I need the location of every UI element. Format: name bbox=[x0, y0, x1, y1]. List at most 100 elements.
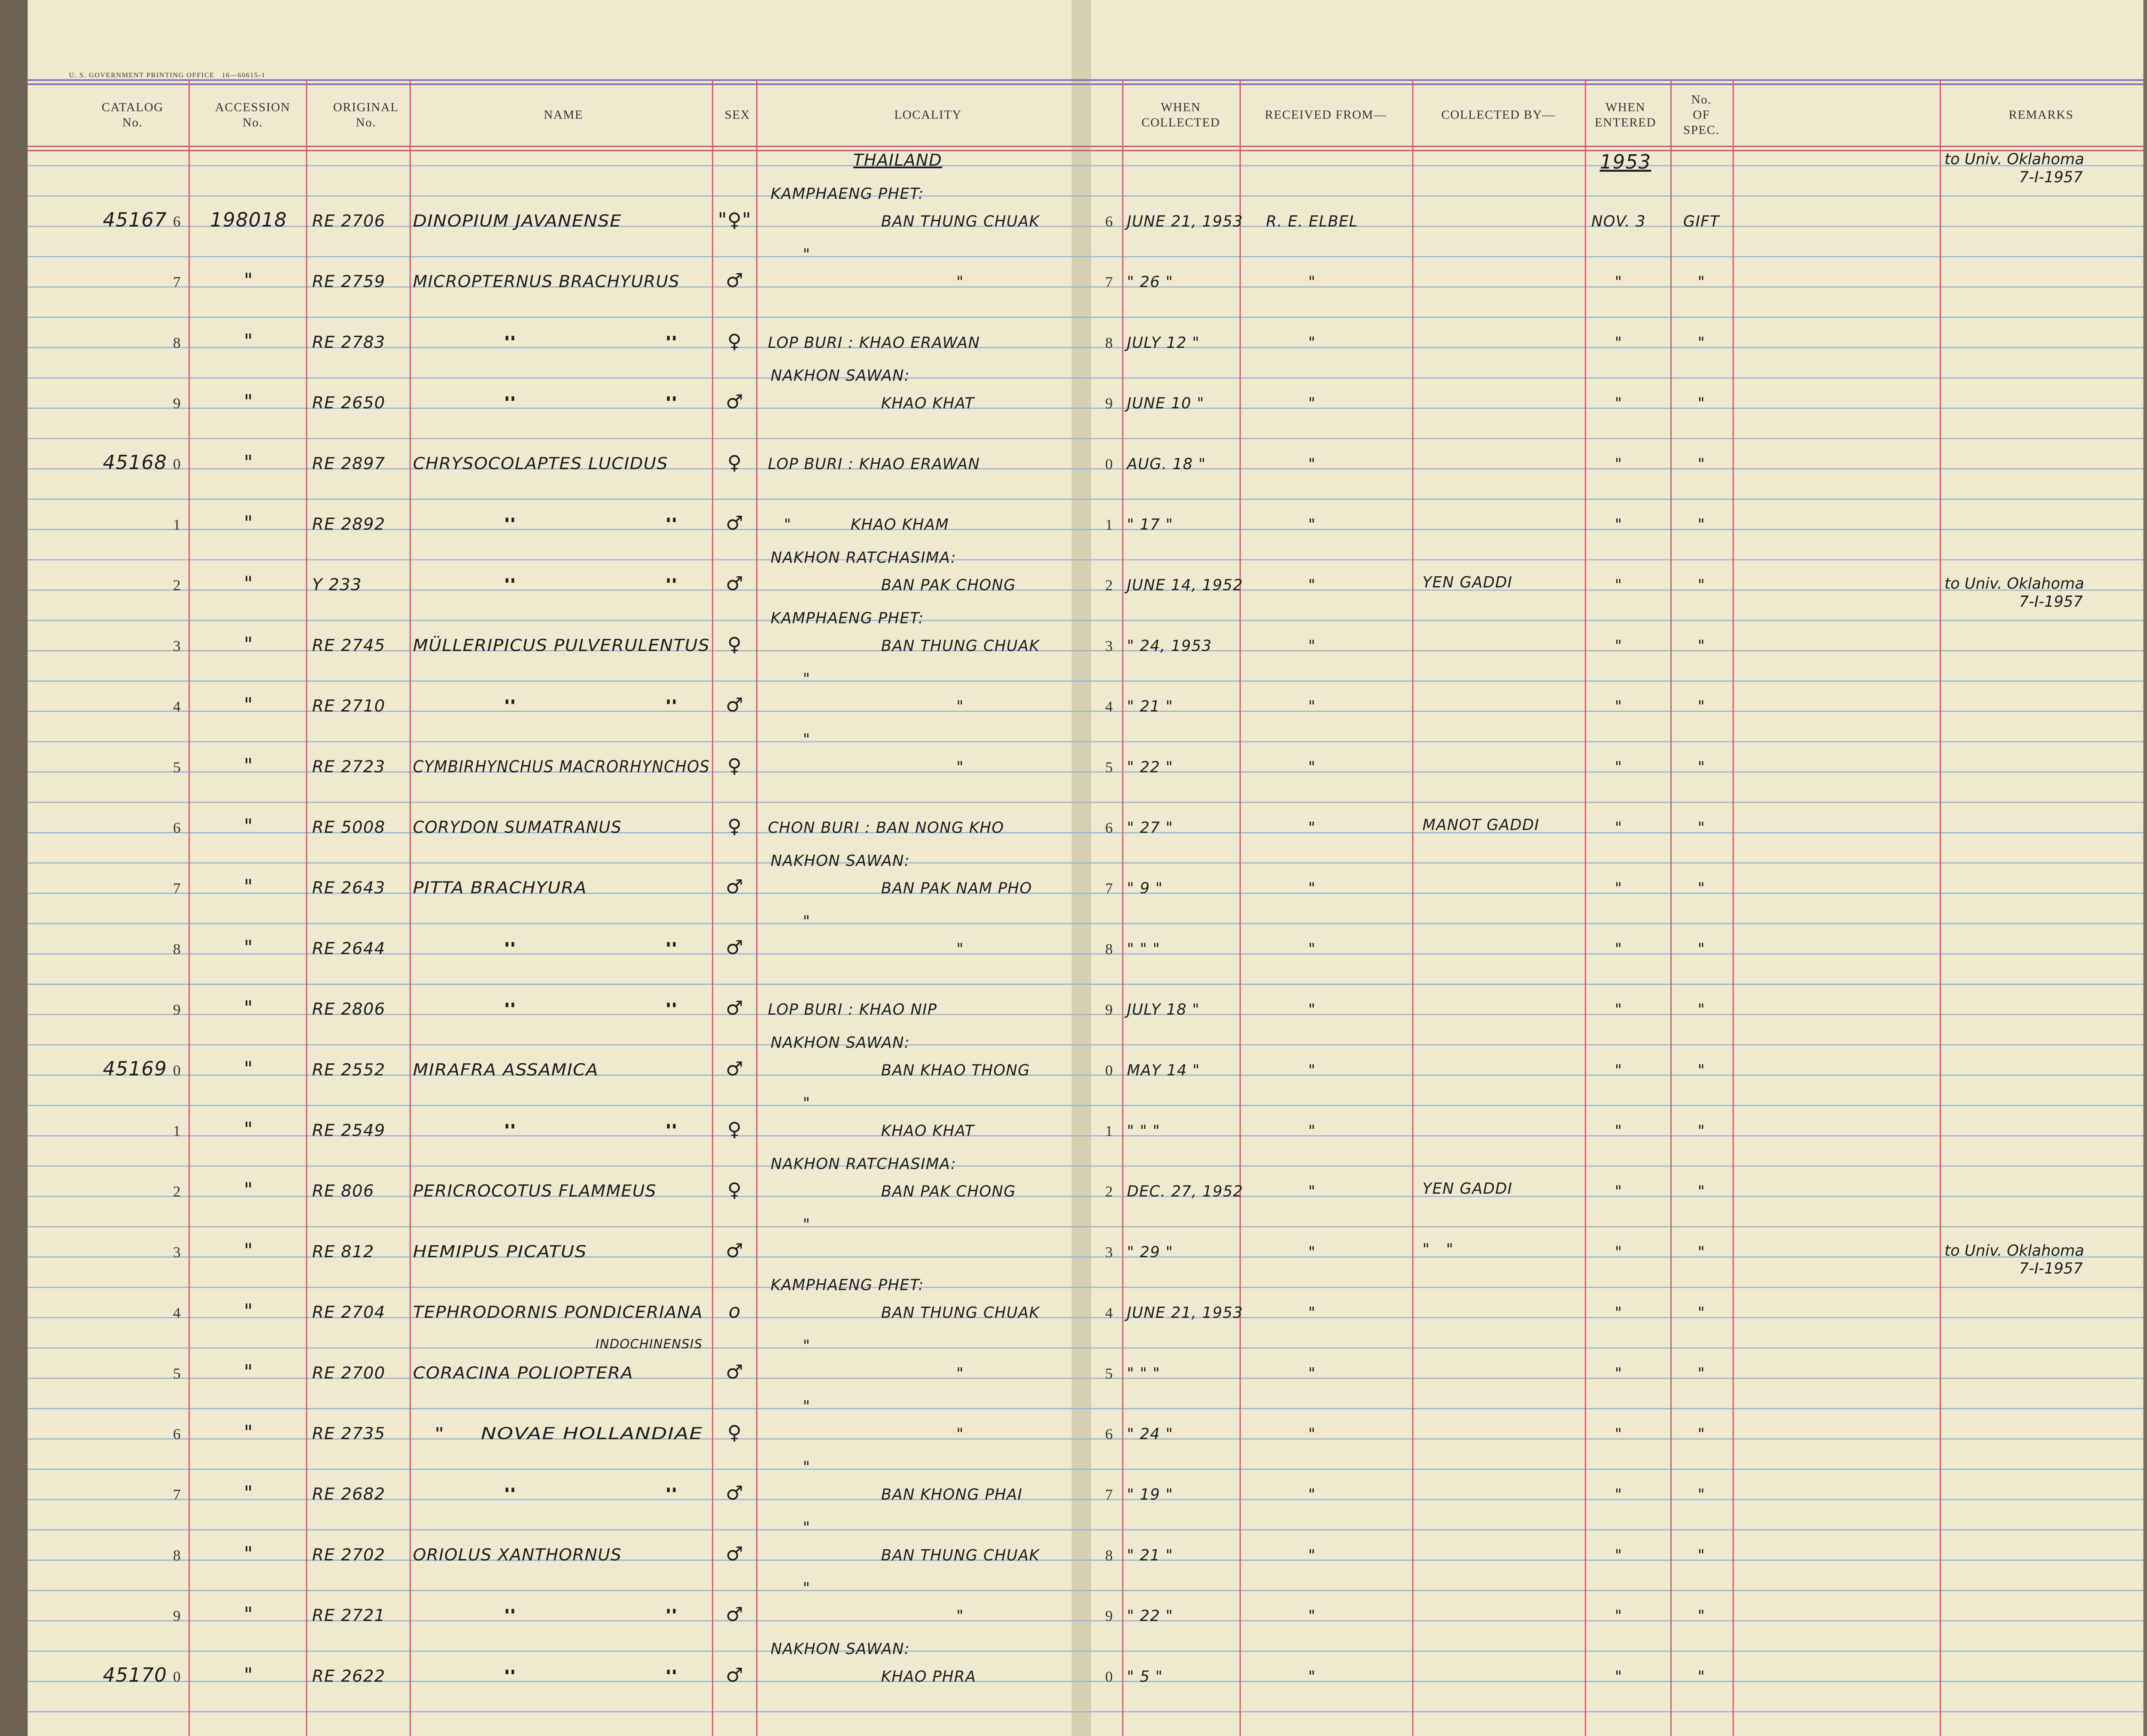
when-collected: JUNE 21, 1953 bbox=[1124, 213, 1243, 230]
when-entered: " bbox=[1615, 516, 1623, 533]
row-digit: 1 bbox=[1105, 1122, 1113, 1139]
accession-no: " bbox=[244, 1421, 253, 1444]
accession-no: 198018 bbox=[210, 208, 287, 231]
received-from: " bbox=[1308, 880, 1316, 897]
locality-site: " bbox=[881, 940, 964, 958]
when-entered: " bbox=[1615, 334, 1623, 352]
original-no: RE 2710 bbox=[312, 696, 386, 716]
received-from: " bbox=[1308, 1425, 1316, 1443]
remark: to Univ. Oklahoma bbox=[1944, 151, 2084, 168]
received-from: " bbox=[1308, 1122, 1316, 1140]
when-collected: " " " bbox=[1127, 1365, 1160, 1382]
name: " " bbox=[413, 1121, 680, 1140]
sex: ♀ bbox=[727, 1118, 742, 1140]
row-digit: 3 bbox=[1105, 637, 1113, 654]
no-of-spec: GIFT bbox=[1683, 213, 1720, 230]
no-of-spec: " bbox=[1698, 577, 1706, 594]
when-collected: " 19 " bbox=[1127, 1486, 1173, 1504]
original-no: RE 2723 bbox=[312, 757, 386, 776]
received-from: " bbox=[1308, 1486, 1316, 1504]
accession-no: " bbox=[244, 1482, 253, 1505]
row-digit: 8 bbox=[1105, 940, 1113, 958]
catalog-digit: 1 bbox=[173, 1122, 181, 1139]
row-digit: 9 bbox=[1105, 1607, 1113, 1624]
no-of-spec: " bbox=[1698, 274, 1706, 291]
locality-region: NAKHON RATCHASIMA: bbox=[771, 549, 956, 566]
received-from: " bbox=[1308, 1243, 1316, 1261]
original-no: RE 2702 bbox=[312, 1545, 386, 1565]
locality-site: BAN THUNG CHUAK bbox=[881, 1304, 1040, 1322]
accession-no: " bbox=[244, 269, 253, 292]
catalog-digit: 4 bbox=[173, 698, 181, 715]
column-header: OF bbox=[1693, 108, 1710, 122]
when-collected: JULY 12 " bbox=[1124, 334, 1200, 352]
accession-no: " bbox=[244, 1360, 253, 1383]
locality-region: NAKHON SAWAN: bbox=[771, 1640, 910, 1658]
sex: ♀ bbox=[727, 754, 742, 777]
no-of-spec: " bbox=[1698, 1486, 1706, 1504]
no-of-spec: " bbox=[1698, 1122, 1706, 1140]
sex: ♂ bbox=[726, 693, 744, 716]
row-digit: 6 bbox=[1105, 819, 1113, 836]
received-from: " bbox=[1308, 395, 1316, 412]
locality-region: " bbox=[771, 731, 811, 748]
accession-no: " bbox=[244, 936, 253, 959]
catalog-digit: 8 bbox=[173, 1547, 181, 1564]
received-from: " bbox=[1308, 274, 1316, 291]
locality-region: " bbox=[771, 1337, 811, 1355]
accession-no: " bbox=[244, 693, 253, 716]
catalog-digit: 9 bbox=[173, 1607, 181, 1624]
accession-no: " bbox=[244, 330, 253, 353]
no-of-spec: " bbox=[1698, 1607, 1706, 1625]
when-collected: " " " bbox=[1127, 1122, 1160, 1140]
locality-site: BAN KHONG PHAI bbox=[881, 1486, 1022, 1504]
no-of-spec: " bbox=[1698, 516, 1706, 533]
name: " " bbox=[413, 1485, 680, 1504]
original-no: RE 2622 bbox=[312, 1666, 386, 1686]
original-no: RE 2759 bbox=[312, 272, 386, 292]
name: CORYDON SUMATRANUS bbox=[413, 818, 622, 837]
when-entered: " bbox=[1615, 455, 1623, 473]
no-of-spec: " bbox=[1698, 395, 1706, 412]
locality-site: " bbox=[881, 1425, 964, 1443]
name-note: INDOCHINENSIS bbox=[596, 1337, 702, 1351]
no-of-spec: " bbox=[1698, 1001, 1706, 1018]
sex: ♂ bbox=[726, 936, 744, 959]
catalog-digit: 8 bbox=[173, 334, 181, 351]
when-entered: " bbox=[1615, 1486, 1623, 1504]
name: " " bbox=[413, 393, 680, 413]
original-no: RE 5008 bbox=[312, 818, 386, 837]
locality-site: BAN PAK NAM PHO bbox=[881, 880, 1032, 897]
no-of-spec: " bbox=[1698, 455, 1706, 473]
original-no: RE 812 bbox=[312, 1242, 374, 1262]
name: " " bbox=[413, 1606, 680, 1625]
collected-by: YEN GADDI bbox=[1423, 1180, 1513, 1198]
remark: to Univ. Oklahoma bbox=[1944, 1242, 2084, 1259]
no-of-spec: " bbox=[1698, 1243, 1706, 1261]
when-collected: " 27 " bbox=[1127, 819, 1173, 836]
locality: " KHAO KHAM bbox=[768, 516, 949, 533]
original-no: RE 2650 bbox=[312, 393, 386, 413]
name: CYMBIRHYNCHUS MACRORHYNCHOS bbox=[413, 757, 710, 776]
row-digit: 4 bbox=[1105, 1304, 1113, 1321]
row-digit: 8 bbox=[1105, 1547, 1113, 1564]
no-of-spec: " bbox=[1698, 1061, 1706, 1079]
when-collected: " 21 " bbox=[1127, 1547, 1173, 1564]
accession-no: " bbox=[244, 997, 253, 1019]
when-entered: " bbox=[1615, 698, 1623, 715]
column-header: ORIGINAL bbox=[333, 100, 399, 114]
no-of-spec: " bbox=[1698, 1183, 1706, 1201]
locality: LOP BURI : KHAO ERAWAN bbox=[768, 334, 980, 352]
received-from: " bbox=[1308, 1183, 1316, 1201]
column-header: COLLECTED BY— bbox=[1441, 108, 1556, 122]
accession-no: " bbox=[244, 451, 253, 474]
when-entered: " bbox=[1615, 577, 1623, 594]
no-of-spec: " bbox=[1698, 1547, 1706, 1564]
received-from: " bbox=[1308, 637, 1316, 655]
name: " " bbox=[413, 1666, 680, 1686]
locality-region: " bbox=[771, 1398, 811, 1415]
column-header: ACCESSION bbox=[215, 100, 290, 114]
locality-region: " bbox=[771, 1458, 811, 1476]
received-from: " bbox=[1308, 819, 1316, 836]
accession-no: " bbox=[244, 572, 253, 595]
